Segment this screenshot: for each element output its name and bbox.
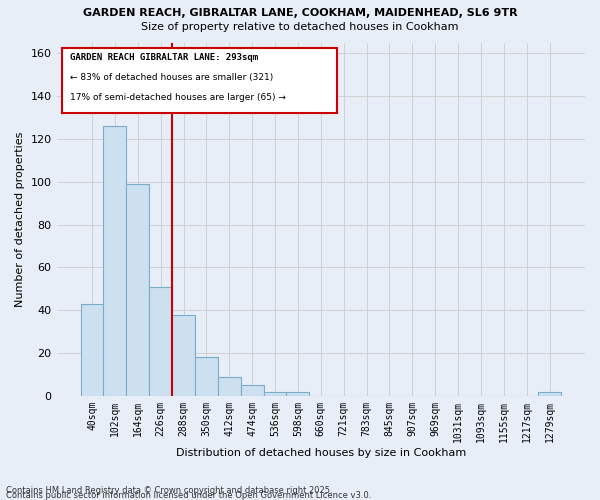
Bar	[149, 286, 172, 396]
Bar	[218, 376, 241, 396]
Bar	[538, 392, 561, 396]
Y-axis label: Number of detached properties: Number of detached properties	[15, 132, 25, 307]
Text: GARDEN REACH, GIBRALTAR LANE, COOKHAM, MAIDENHEAD, SL6 9TR: GARDEN REACH, GIBRALTAR LANE, COOKHAM, M…	[83, 8, 517, 18]
Bar	[80, 304, 103, 396]
Text: GARDEN REACH GIBRALTAR LANE: 293sqm: GARDEN REACH GIBRALTAR LANE: 293sqm	[70, 53, 258, 62]
Text: ← 83% of detached houses are smaller (321): ← 83% of detached houses are smaller (32…	[70, 74, 273, 82]
Text: 17% of semi-detached houses are larger (65) →: 17% of semi-detached houses are larger (…	[70, 94, 286, 102]
Bar	[103, 126, 127, 396]
Bar	[127, 184, 149, 396]
Bar	[286, 392, 310, 396]
Bar	[241, 385, 263, 396]
X-axis label: Distribution of detached houses by size in Cookham: Distribution of detached houses by size …	[176, 448, 466, 458]
Bar	[263, 392, 286, 396]
Text: Size of property relative to detached houses in Cookham: Size of property relative to detached ho…	[141, 22, 459, 32]
Text: Contains HM Land Registry data © Crown copyright and database right 2025.: Contains HM Land Registry data © Crown c…	[6, 486, 332, 495]
Bar	[172, 314, 195, 396]
FancyBboxPatch shape	[62, 48, 337, 113]
Text: Contains public sector information licensed under the Open Government Licence v3: Contains public sector information licen…	[6, 490, 371, 500]
Bar	[195, 358, 218, 396]
